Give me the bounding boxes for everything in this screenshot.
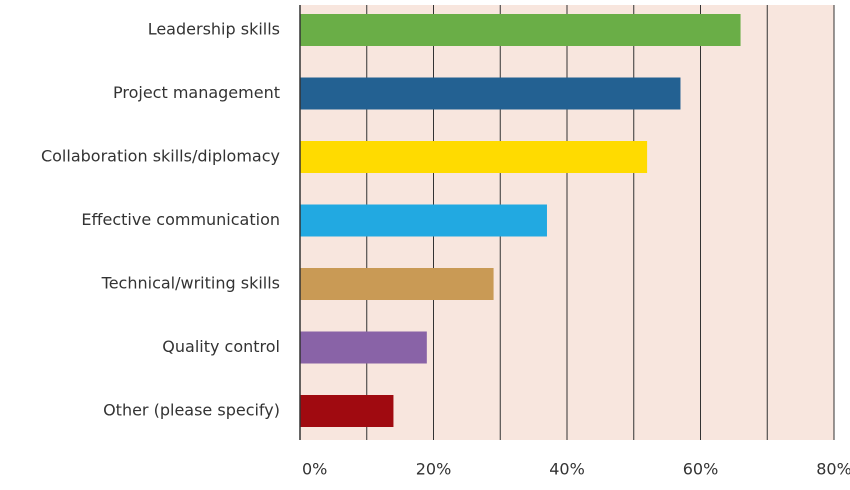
y-tick-label: Leadership skills bbox=[148, 20, 280, 39]
bar bbox=[300, 204, 547, 237]
y-tick-label: Technical/writing skills bbox=[101, 274, 280, 293]
x-tick-label: 60% bbox=[683, 460, 719, 479]
bar bbox=[300, 395, 394, 427]
bar bbox=[300, 77, 681, 110]
bar bbox=[300, 268, 494, 300]
y-tick-label: Project management bbox=[113, 83, 280, 102]
y-tick-label: Collaboration skills/diplomacy bbox=[41, 147, 280, 166]
y-tick-label: Effective communication bbox=[81, 210, 280, 229]
bar bbox=[300, 141, 648, 173]
bar bbox=[300, 331, 427, 364]
y-tick-label: Quality control bbox=[162, 337, 280, 356]
x-tick-label: 80% bbox=[816, 460, 850, 479]
bar bbox=[300, 14, 741, 46]
x-tick-label: 20% bbox=[416, 460, 452, 479]
x-tick-label: 40% bbox=[549, 460, 585, 479]
x-tick-label: 0% bbox=[302, 460, 327, 479]
y-tick-label: Other (please specify) bbox=[103, 401, 280, 420]
